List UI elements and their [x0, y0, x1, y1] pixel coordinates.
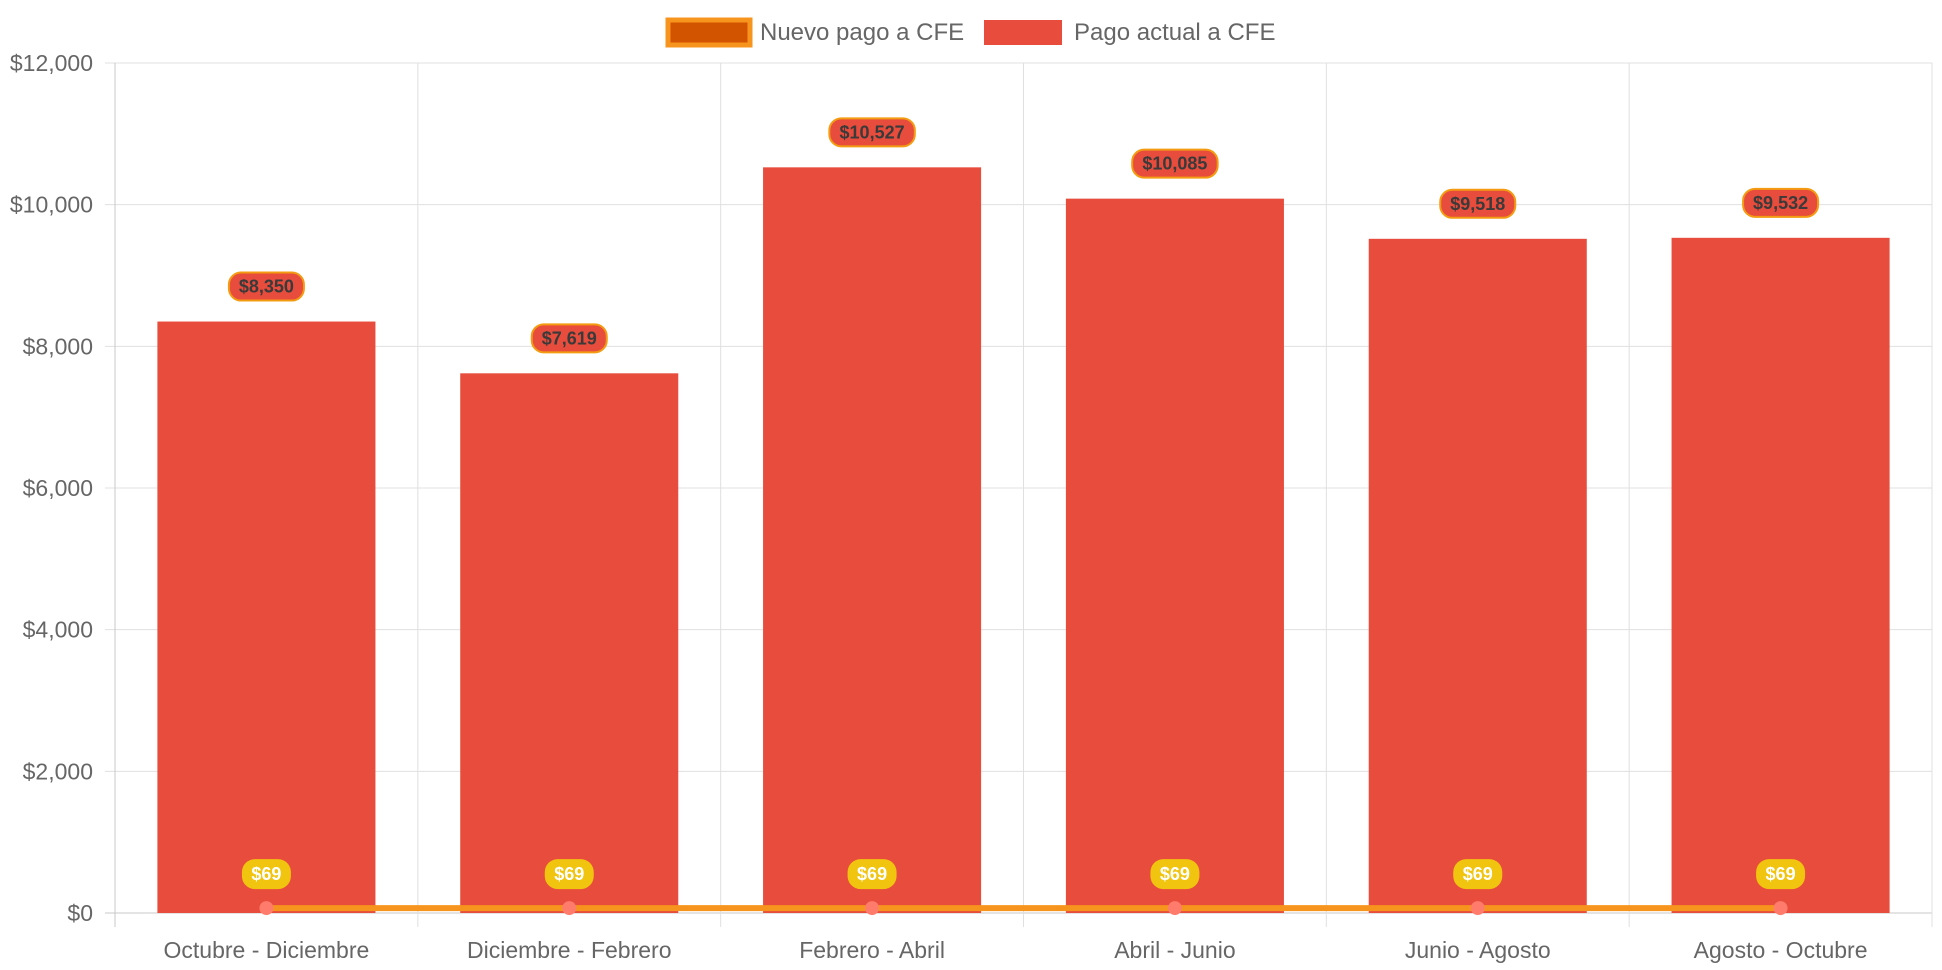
bar-value-label-bg — [530, 323, 608, 354]
y-tick-label: $12,000 — [10, 50, 93, 76]
bar-value-label-bg — [1131, 148, 1219, 179]
bar-value-label-bg — [227, 271, 305, 302]
line-value-label: $69 — [857, 864, 887, 884]
line-value-label-bg — [1453, 859, 1503, 890]
bar-value-label: $9,532 — [1753, 193, 1808, 213]
bar — [1671, 237, 1890, 914]
bar — [1368, 238, 1587, 913]
x-tick-label: Junio - Agosto — [1405, 937, 1551, 963]
y-axis: $0 $2,000 $4,000 $6,000 $8,000 $10,000 $12,000 — [10, 50, 93, 926]
line-value-label: $69 — [1463, 864, 1493, 884]
y-tick-label: $10,000 — [10, 192, 93, 218]
line-value-label-bg — [241, 859, 291, 890]
line-point — [562, 901, 577, 916]
x-tick-label: Octubre - Diciembre — [164, 937, 370, 963]
line-series — [259, 901, 1788, 916]
y-tick-label: $2,000 — [23, 758, 93, 784]
legend-label-pago-actual: Pago actual a CFE — [1074, 19, 1275, 46]
y-tick-label: $8,000 — [23, 333, 93, 359]
bar-value-label: $8,350 — [239, 277, 294, 297]
x-tick-label: Diciembre - Febrero — [467, 937, 672, 963]
bar — [763, 167, 982, 913]
bar-value-label: $10,085 — [1142, 154, 1207, 174]
legend: Nuevo pago a CFE Pago actual a CFE — [665, 17, 1275, 48]
bar — [460, 373, 679, 914]
line-point — [1167, 901, 1182, 916]
bar — [157, 321, 376, 914]
y-tick-label: $4,000 — [23, 617, 93, 643]
legend-swatch-pago-actual — [984, 20, 1062, 45]
line-point — [1470, 901, 1485, 916]
y-tick-label: $6,000 — [23, 475, 93, 501]
x-tick-label: Febrero - Abril — [799, 937, 945, 963]
bar-value-label: $10,527 — [840, 122, 905, 142]
x-tick-label: Abril - Junio — [1114, 937, 1235, 963]
grid-lines — [105, 62, 1933, 927]
line-value-label: $69 — [1160, 864, 1190, 884]
y-tick-label: $0 — [67, 900, 93, 926]
line-value-label-bg — [1756, 859, 1806, 890]
line-value-label: $69 — [1766, 864, 1796, 884]
legend-label-nuevo-pago: Nuevo pago a CFE — [760, 19, 964, 46]
bar-value-label-bg — [1439, 188, 1517, 219]
bar-value-label: $7,619 — [542, 328, 597, 348]
line-value-label-bg — [544, 859, 594, 890]
line-point — [865, 901, 880, 916]
bar-series — [157, 167, 1890, 914]
line-value-label: $69 — [251, 864, 281, 884]
line-value-label-bg — [847, 859, 897, 890]
line-point — [259, 901, 274, 916]
bar-value-label-bg — [1742, 187, 1820, 218]
legend-swatch-nuevo-pago — [665, 17, 753, 48]
x-axis: Octubre - Diciembre Diciembre - Febrero Fe… — [164, 937, 1868, 963]
x-tick-label: Agosto - Octubre — [1694, 937, 1868, 963]
bar — [1065, 198, 1284, 914]
line-point — [1773, 901, 1788, 916]
bar-value-label-bg — [828, 117, 916, 148]
line-value-label-bg — [1150, 859, 1200, 890]
line-value-label: $69 — [554, 864, 584, 884]
data-labels: $8,350 $7,619 $10,527 $10,085 $9,518 $9,532 $6… — [227, 117, 1820, 890]
bar-value-label: $9,518 — [1450, 194, 1505, 214]
